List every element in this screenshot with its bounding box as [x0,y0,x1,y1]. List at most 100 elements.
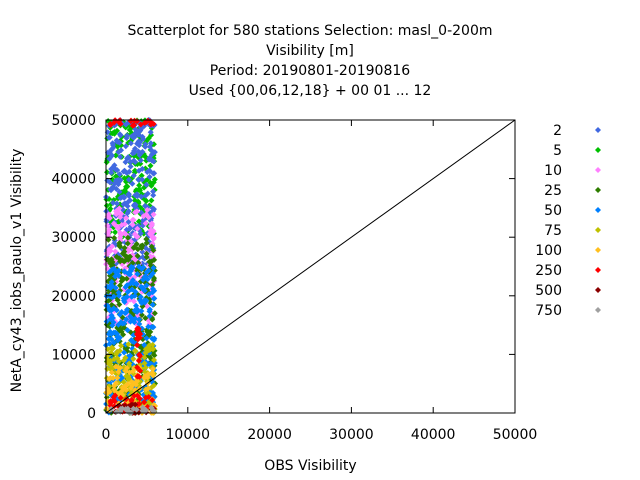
y-tick-label: 10000 [51,347,96,363]
data-point-2 [137,157,144,164]
data-point-25 [150,276,157,283]
data-point-2 [132,192,139,199]
legend-marker-5 [595,147,601,153]
data-point-2 [136,151,143,158]
data-point-5 [136,185,143,192]
data-point-2 [115,181,122,188]
data-point-100 [123,387,130,394]
data-point-2 [125,154,132,161]
legend-label-75: 75 [544,223,562,239]
data-point-750 [148,404,155,411]
data-point-25 [117,326,124,333]
data-point-2 [151,149,158,156]
data-point-2 [150,192,157,199]
data-point-2 [108,169,115,176]
y-tick-label: 20000 [51,289,96,305]
data-point-250 [107,122,114,129]
data-point-50 [109,314,116,321]
chart-title-line-1: Scatterplot for 580 stations Selection: … [127,23,493,39]
legend-label-10: 10 [544,163,562,179]
data-point-2 [113,177,120,184]
data-point-2 [130,157,137,164]
data-point-2 [125,208,132,215]
data-point-250 [137,367,144,374]
data-point-50 [126,271,133,278]
data-point-2 [127,140,134,147]
data-point-10 [133,208,140,215]
data-point-75 [108,344,115,351]
data-point-50 [117,319,124,326]
data-point-10 [142,220,149,227]
data-point-5 [112,229,119,236]
data-point-10 [129,217,136,224]
data-point-2 [125,190,132,197]
data-point-2 [122,121,129,128]
data-point-75 [125,341,132,348]
data-point-750 [122,406,129,413]
data-point-250 [134,335,141,342]
data-point-5 [148,197,155,204]
data-point-5 [114,127,121,134]
data-point-2 [151,206,158,213]
data-point-50 [111,265,118,272]
data-point-50 [129,286,136,293]
data-point-50 [110,293,117,300]
data-point-2 [108,146,115,153]
chart-title-line-2: Visibility [m] [266,43,354,59]
legend-marker-75 [595,227,601,233]
y-tick-label: 0 [87,406,96,422]
data-point-250 [129,122,136,129]
data-point-5 [148,182,155,189]
data-point-2 [117,132,124,139]
data-point-50 [134,270,141,277]
data-point-10 [112,248,119,255]
data-point-50 [127,352,134,359]
data-point-75 [113,351,120,358]
data-point-250 [134,392,141,399]
data-point-5 [123,189,130,196]
data-point-10 [133,233,140,240]
data-point-50 [115,267,122,274]
data-point-2 [121,194,128,201]
identity-line [105,119,516,414]
data-point-25 [151,310,158,317]
x-tick-label: 50000 [493,427,538,443]
data-point-5 [142,196,149,203]
data-point-75 [141,360,148,367]
data-point-50 [116,311,123,318]
data-point-25 [142,315,149,322]
data-point-50 [108,278,115,285]
data-point-2 [131,130,138,137]
data-point-2 [150,188,157,195]
data-point-100 [110,386,117,393]
chart-title-line-4: Used {00,06,12,18} + 00 01 ... 12 [188,83,432,99]
data-point-10 [144,207,151,214]
data-point-250 [135,327,142,334]
data-point-2 [146,156,153,163]
data-point-2 [146,173,153,180]
data-point-2 [151,170,158,177]
data-point-50 [149,285,156,292]
data-point-250 [145,117,152,124]
data-point-25 [149,281,156,288]
data-point-75 [145,399,152,406]
data-point-2 [121,167,128,174]
data-point-2 [122,143,129,150]
data-point-2 [117,153,124,160]
data-point-10 [150,211,157,218]
data-point-50 [145,360,152,367]
data-point-5 [131,167,138,174]
data-point-50 [143,282,150,289]
data-point-2 [142,141,149,148]
data-point-75 [145,346,152,353]
data-point-25 [124,240,131,247]
data-point-100 [127,384,134,391]
legend-label-25: 25 [544,183,562,199]
data-point-2 [116,188,123,195]
data-point-2 [124,132,131,139]
data-point-25 [134,252,141,259]
data-point-50 [128,264,135,271]
data-point-50 [151,295,158,302]
data-point-25 [138,312,145,319]
data-point-50 [106,306,113,313]
